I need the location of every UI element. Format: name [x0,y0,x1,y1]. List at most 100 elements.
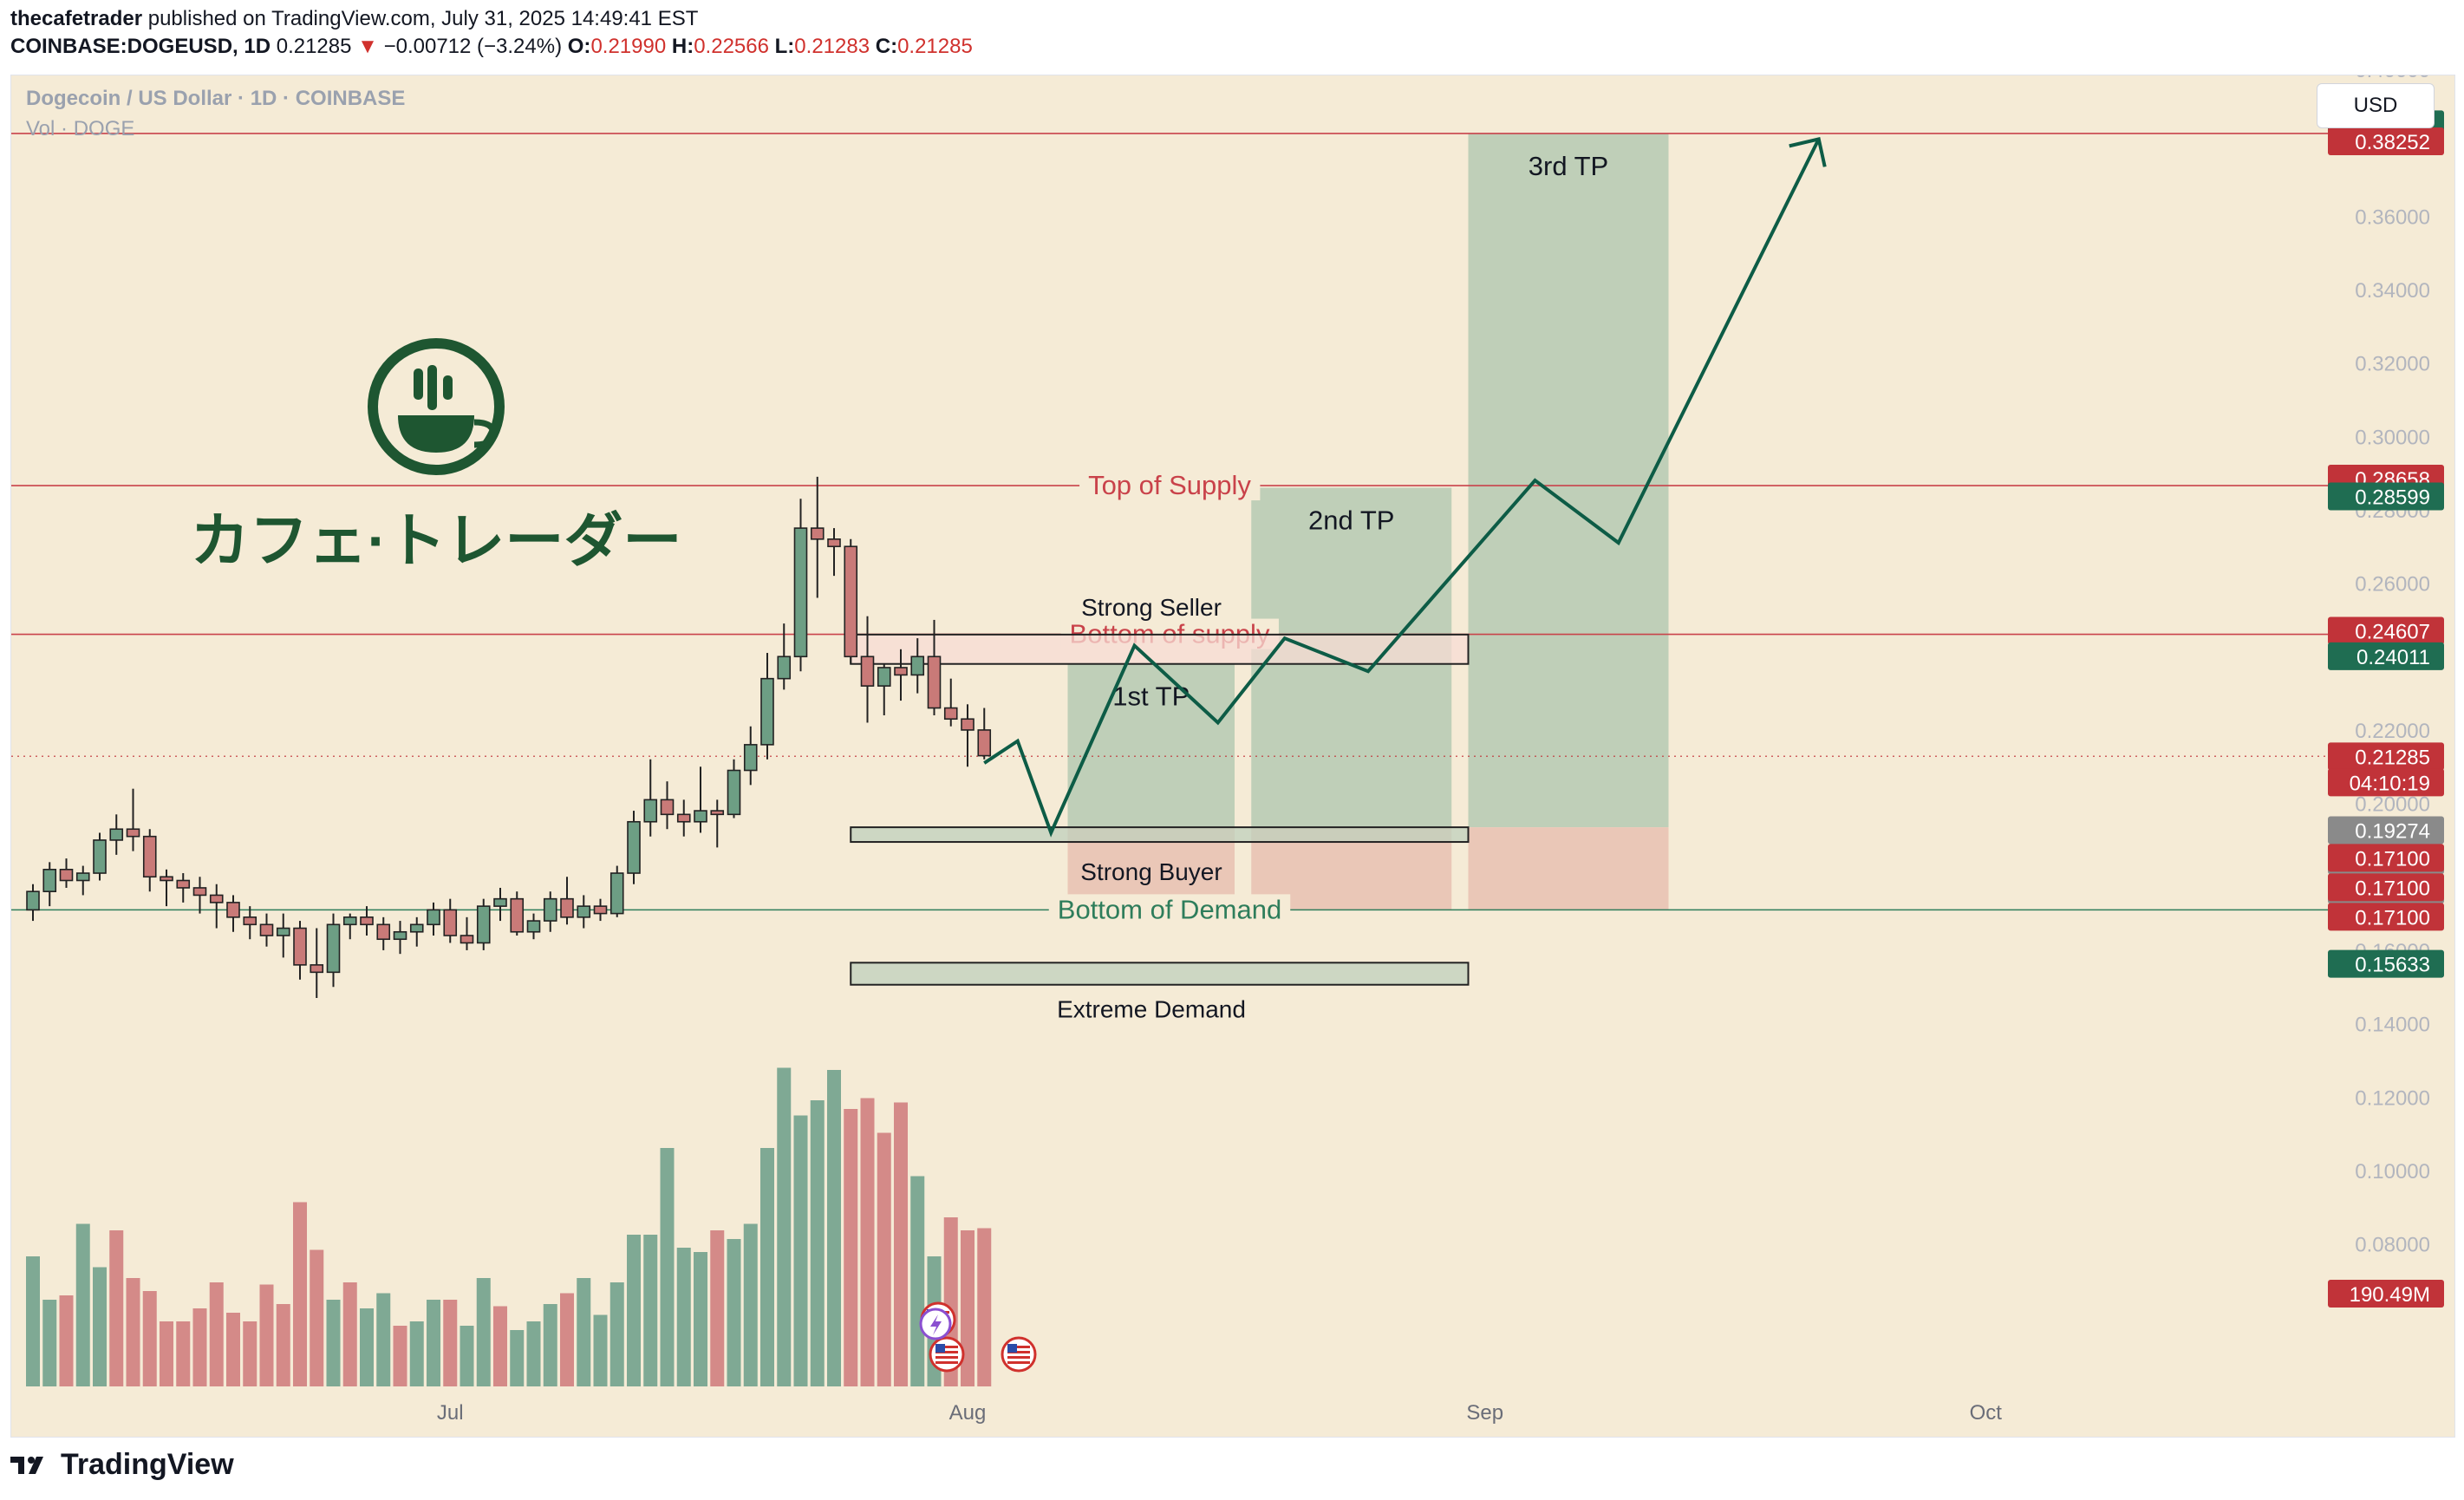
candle[interactable] [760,653,774,760]
candle[interactable] [894,649,908,701]
candle[interactable] [710,799,725,848]
candle[interactable] [126,788,140,851]
candle[interactable] [543,891,557,932]
candle[interactable] [643,759,658,837]
candle[interactable] [910,638,925,694]
price-axis-tick: 0.30000 [2355,426,2430,449]
tradingview-logo-icon [10,1456,43,1474]
candle[interactable] [142,829,157,892]
volume-bar [627,1235,641,1386]
price-axis-tick: 0.36000 [2355,205,2430,229]
candle[interactable] [694,766,707,833]
price-axis-label: 0.21285 [2328,742,2444,771]
zone-box[interactable] [850,633,1470,665]
candle[interactable] [276,913,290,958]
us-flag-icon[interactable] [1001,1336,1037,1373]
candle[interactable] [526,913,541,940]
candle[interactable] [243,906,257,940]
candle[interactable] [192,877,207,914]
candle[interactable] [609,865,624,917]
candle[interactable] [460,916,474,950]
price-axis-label: 0.28599 [2328,482,2444,511]
tradingview-footer[interactable]: TradingView [10,1448,234,1482]
volume-bar [810,1100,825,1386]
candle[interactable] [860,616,875,723]
candle[interactable] [376,916,391,950]
candle[interactable] [844,538,858,664]
volume-bar [844,1109,858,1386]
candle[interactable] [226,895,240,932]
volume-bar [443,1300,458,1386]
candle[interactable] [160,869,173,907]
candle[interactable] [777,623,792,690]
price-axis-tick: 0.20000 [2355,793,2430,817]
volume-bar [293,1202,307,1386]
svg-text:0.24607: 0.24607 [2355,620,2430,643]
candle[interactable] [927,619,942,716]
candle[interactable] [42,862,57,907]
volume-bar [393,1326,407,1386]
candle[interactable] [727,759,741,818]
candle[interactable] [393,921,407,955]
zone-box[interactable] [850,962,1470,986]
candle[interactable] [810,476,825,598]
svg-text:0.17100: 0.17100 [2355,847,2430,871]
candle[interactable] [342,913,357,940]
volume-bar [910,1176,925,1386]
projection-path[interactable] [983,138,1821,838]
candle[interactable] [176,873,191,903]
currency-button[interactable]: USD [2317,83,2435,128]
candle[interactable] [877,663,891,716]
candle[interactable] [793,499,808,672]
candle[interactable] [360,906,374,936]
svg-text:0.19274: 0.19274 [2355,820,2430,844]
candle[interactable] [660,781,675,830]
candle[interactable] [75,865,90,896]
zone-box[interactable] [850,826,1470,844]
candle[interactable] [627,811,641,884]
volume-bar [877,1132,891,1386]
publisher-name[interactable]: thecafetrader [10,7,143,30]
candle[interactable] [409,916,424,947]
candle[interactable] [209,884,224,929]
candle[interactable] [593,898,608,922]
candle[interactable] [326,913,341,988]
candle[interactable] [59,858,74,888]
candle[interactable] [93,832,107,881]
candle[interactable] [743,726,758,786]
volume-bar [142,1291,157,1386]
candle[interactable] [560,877,574,925]
candle[interactable] [443,898,458,943]
volume-bar [493,1306,507,1386]
svg-text:0.17100: 0.17100 [2355,906,2430,929]
tp-zone-3[interactable] [1468,134,1669,828]
symbol-label: COINBASE:DOGEUSD, 1D [10,35,271,58]
candle[interactable] [943,678,958,727]
candle[interactable] [493,887,507,922]
lightning-event-icon[interactable] [919,1308,952,1340]
candle[interactable] [577,895,591,929]
candle[interactable] [476,898,491,950]
stop-zone-3[interactable] [1468,827,1669,910]
svg-text:0.15633: 0.15633 [2355,954,2430,977]
projection-arrow-icon [1789,136,1827,167]
candle[interactable] [427,902,440,936]
us-flag-icon[interactable] [929,1336,965,1373]
time-axis-tick: Oct [1970,1401,2003,1425]
tp-label: 3rd TP [1529,151,1608,181]
price-axis-tick: 0.34000 [2355,279,2430,303]
candle[interactable] [827,528,841,577]
candle[interactable] [510,891,525,936]
candle[interactable] [310,928,324,998]
candle[interactable] [259,913,274,947]
candle[interactable] [977,708,992,760]
price-axis-tick: 0.32000 [2355,353,2430,376]
candle[interactable] [961,704,975,767]
candle[interactable] [676,799,691,837]
tp-zone-1[interactable] [1067,663,1235,828]
candle[interactable] [293,921,307,980]
candle[interactable] [26,884,40,922]
candle[interactable] [109,814,124,855]
